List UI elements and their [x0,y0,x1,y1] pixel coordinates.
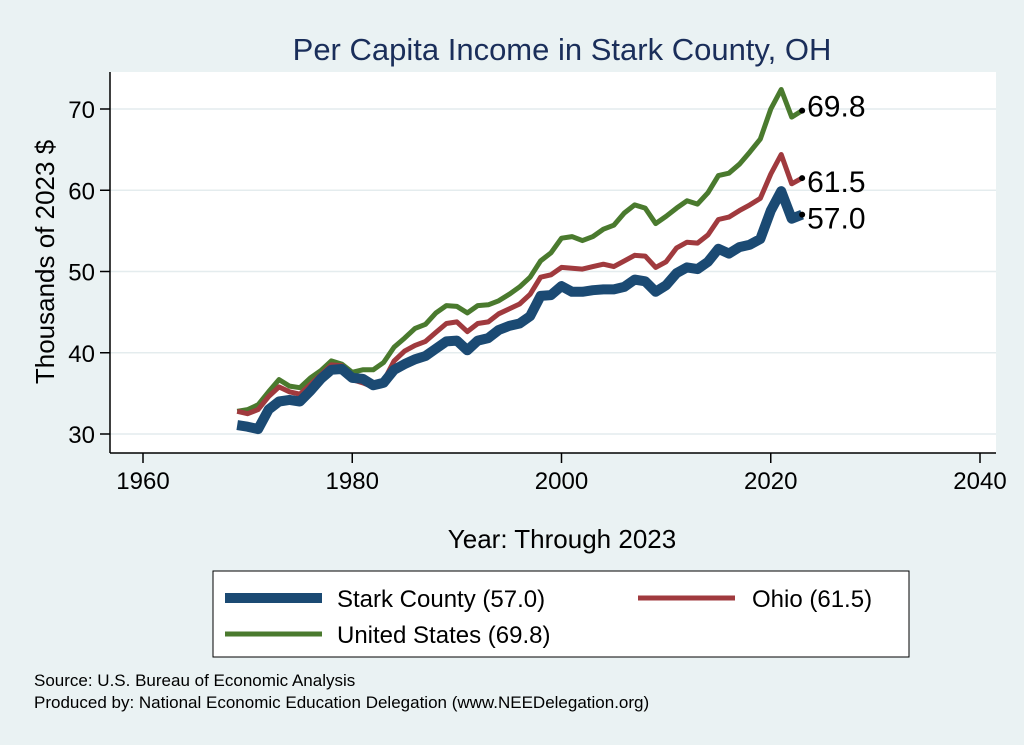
end-label-2: 69.8 [807,91,865,124]
chart-title: Per Capita Income in Stark County, OH [293,32,832,67]
legend-label-ohio: Ohio (61.5) [752,586,872,613]
series-line-stark-county [236,186,804,435]
y-axis-label: Thousands of 2023 $ [30,139,60,384]
x-tick-label-2040: 2040 [953,468,1006,495]
y-tick-label-30: 30 [68,422,95,449]
y-tick-label-60: 60 [68,178,95,205]
y-tick-label-70: 70 [68,97,95,124]
legend: Stark County (57.0) Ohio (61.5) United S… [212,570,910,658]
source-note: Source: U.S. Bureau of Economic Analysis [34,671,355,690]
series-lines [236,87,804,435]
x-axis-label: Year: Through 2023 [448,524,676,554]
series-line-united-states [236,87,804,414]
end-point-1 [799,175,806,182]
legend-label-stark: Stark County (57.0) [337,586,545,613]
x-tick-label-1960: 1960 [116,468,169,495]
end-label-0: 57.0 [807,203,865,236]
y-tick-label-40: 40 [68,341,95,368]
x-tick-label-2000: 2000 [535,468,588,495]
end-labels: 57.0 61.5 69.8 [799,91,866,236]
plot-area [110,72,996,453]
y-tick-label-50: 50 [68,260,95,287]
legend-label-us: United States (69.8) [337,622,550,649]
axes: 30 40 50 60 70 1960 1980 2000 2020 2040 [68,72,1007,495]
x-tick-label-2020: 2020 [744,468,797,495]
end-point-0 [799,211,806,218]
end-point-2 [799,107,806,114]
end-label-1: 61.5 [807,166,865,199]
producer-note: Produced by: National Economic Education… [34,693,649,712]
x-tick-label-1980: 1980 [326,468,379,495]
legend-box [212,570,910,658]
